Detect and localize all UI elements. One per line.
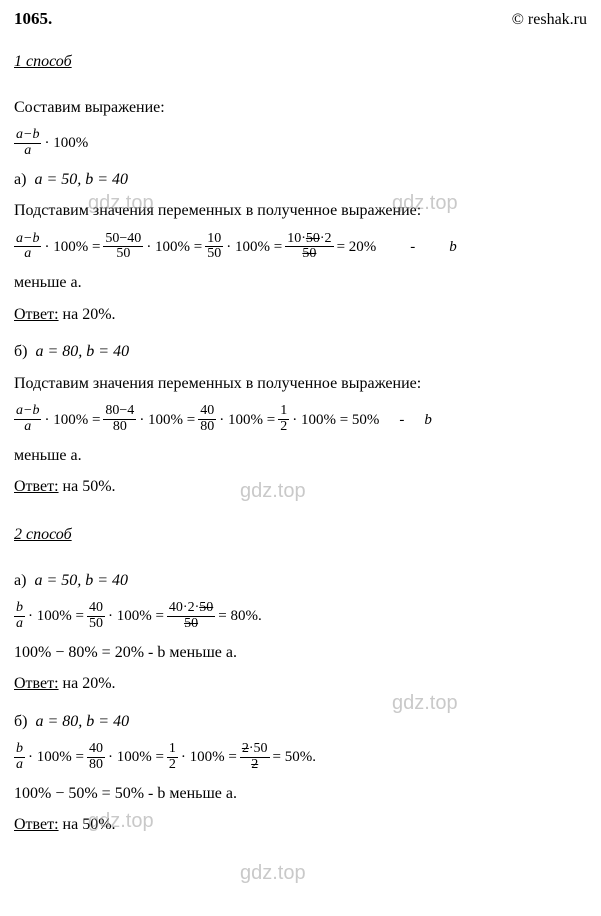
problem-number: 1065. [14, 8, 52, 31]
m2a-equation: b a · 100% = 40 50 · 100% = 40·2·50 50 =… [14, 601, 587, 631]
m2b-line2: 100% − 50% = 50% - b меньше a. [14, 783, 587, 805]
m1a-answer: Ответ: на 20%. [14, 304, 587, 326]
m2a-answer: Ответ: на 20%. [14, 673, 587, 695]
watermark: gdz.top [240, 860, 306, 887]
method1-formula: a−b a · 100% [14, 128, 587, 158]
m1b-equation: a−b a · 100% = 80−4 80 · 100% = 40 80 · … [14, 404, 587, 434]
method1-intro: Составим выражение: [14, 97, 587, 119]
m1a-subst: Подставим значения переменных в полученн… [14, 200, 587, 222]
m1a-tail2: меньше a. [14, 272, 587, 294]
method1-label: 1 способ [14, 51, 72, 73]
m1a-given: а) a = 50, b = 40 [14, 169, 587, 191]
m1b-answer: Ответ: на 50%. [14, 476, 587, 498]
m1b-given: б) a = 80, b = 40 [14, 341, 587, 363]
m1b-subst: Подставим значения переменных в полученн… [14, 373, 587, 395]
m1b-tail2: меньше a. [14, 445, 587, 467]
m2a-given: а) a = 50, b = 40 [14, 570, 587, 592]
copyright: © reshak.ru [512, 9, 587, 31]
method2-label: 2 способ [14, 524, 72, 546]
m2b-answer: Ответ: на 50%. [14, 814, 587, 836]
m2b-equation: b a · 100% = 40 80 · 100% = 1 2 · 100% =… [14, 742, 587, 772]
formula-mult: · 100% [44, 133, 88, 153]
m2b-given: б) a = 80, b = 40 [14, 711, 587, 733]
formula-fraction: a−b a [14, 128, 41, 158]
header: 1065. © reshak.ru [14, 8, 587, 31]
m2a-line2: 100% − 80% = 20% - b меньше a. [14, 642, 587, 664]
m1a-equation: a−b a · 100% = 50−40 50 · 100% = 10 50 ·… [14, 232, 587, 262]
